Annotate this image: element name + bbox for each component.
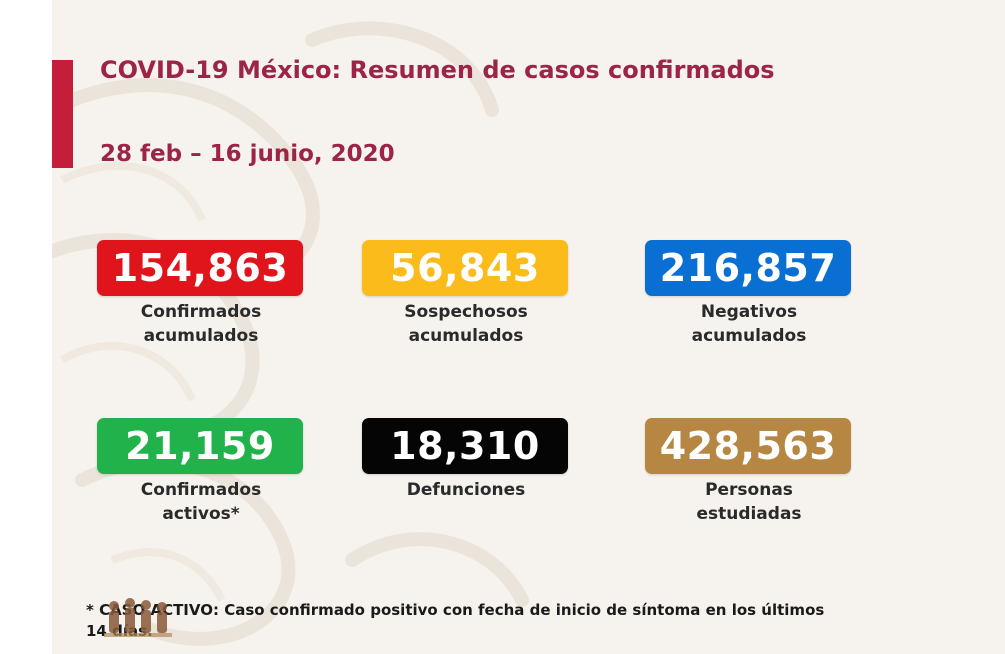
stat-value-box: 154,863 <box>97 240 303 296</box>
stat-negativos-acumulados: 216,857 Negativos acumulados <box>645 240 853 348</box>
stat-defunciones: 18,310 Defunciones <box>362 418 570 502</box>
stat-sospechosos-acumulados: 56,843 Sospechosos acumulados <box>362 240 570 348</box>
footnote: * CASO ACTIVO: Caso confirmado positivo … <box>86 601 825 640</box>
accent-bar <box>52 60 73 168</box>
stat-label: Defunciones <box>406 480 526 500</box>
date-range: 28 feb – 16 junio, 2020 <box>100 141 395 167</box>
stat-value-box: 216,857 <box>645 240 851 296</box>
stat-confirmados-acumulados: 154,863 Confirmados acumulados <box>97 240 305 348</box>
page-title: COVID-19 México: Resumen de casos confir… <box>100 56 775 84</box>
figures-logo <box>104 598 172 637</box>
stat-value-box: 21,159 <box>97 418 303 474</box>
stat-value-box: 56,843 <box>362 240 568 296</box>
stat-label: Confirmados acumulados <box>140 302 262 346</box>
stat-personas-estudiadas: 428,563 Personas estudiadas <box>645 418 853 526</box>
stat-value-box: 428,563 <box>645 418 851 474</box>
stat-label: Personas estudiadas <box>696 480 802 524</box>
stat-value-box: 18,310 <box>362 418 568 474</box>
stat-label: Sospechosos acumulados <box>404 302 528 346</box>
stat-confirmados-activos: 21,159 Confirmados activos* <box>97 418 305 526</box>
stat-label: Confirmados activos* <box>140 480 262 524</box>
stat-label: Negativos acumulados <box>691 302 807 346</box>
